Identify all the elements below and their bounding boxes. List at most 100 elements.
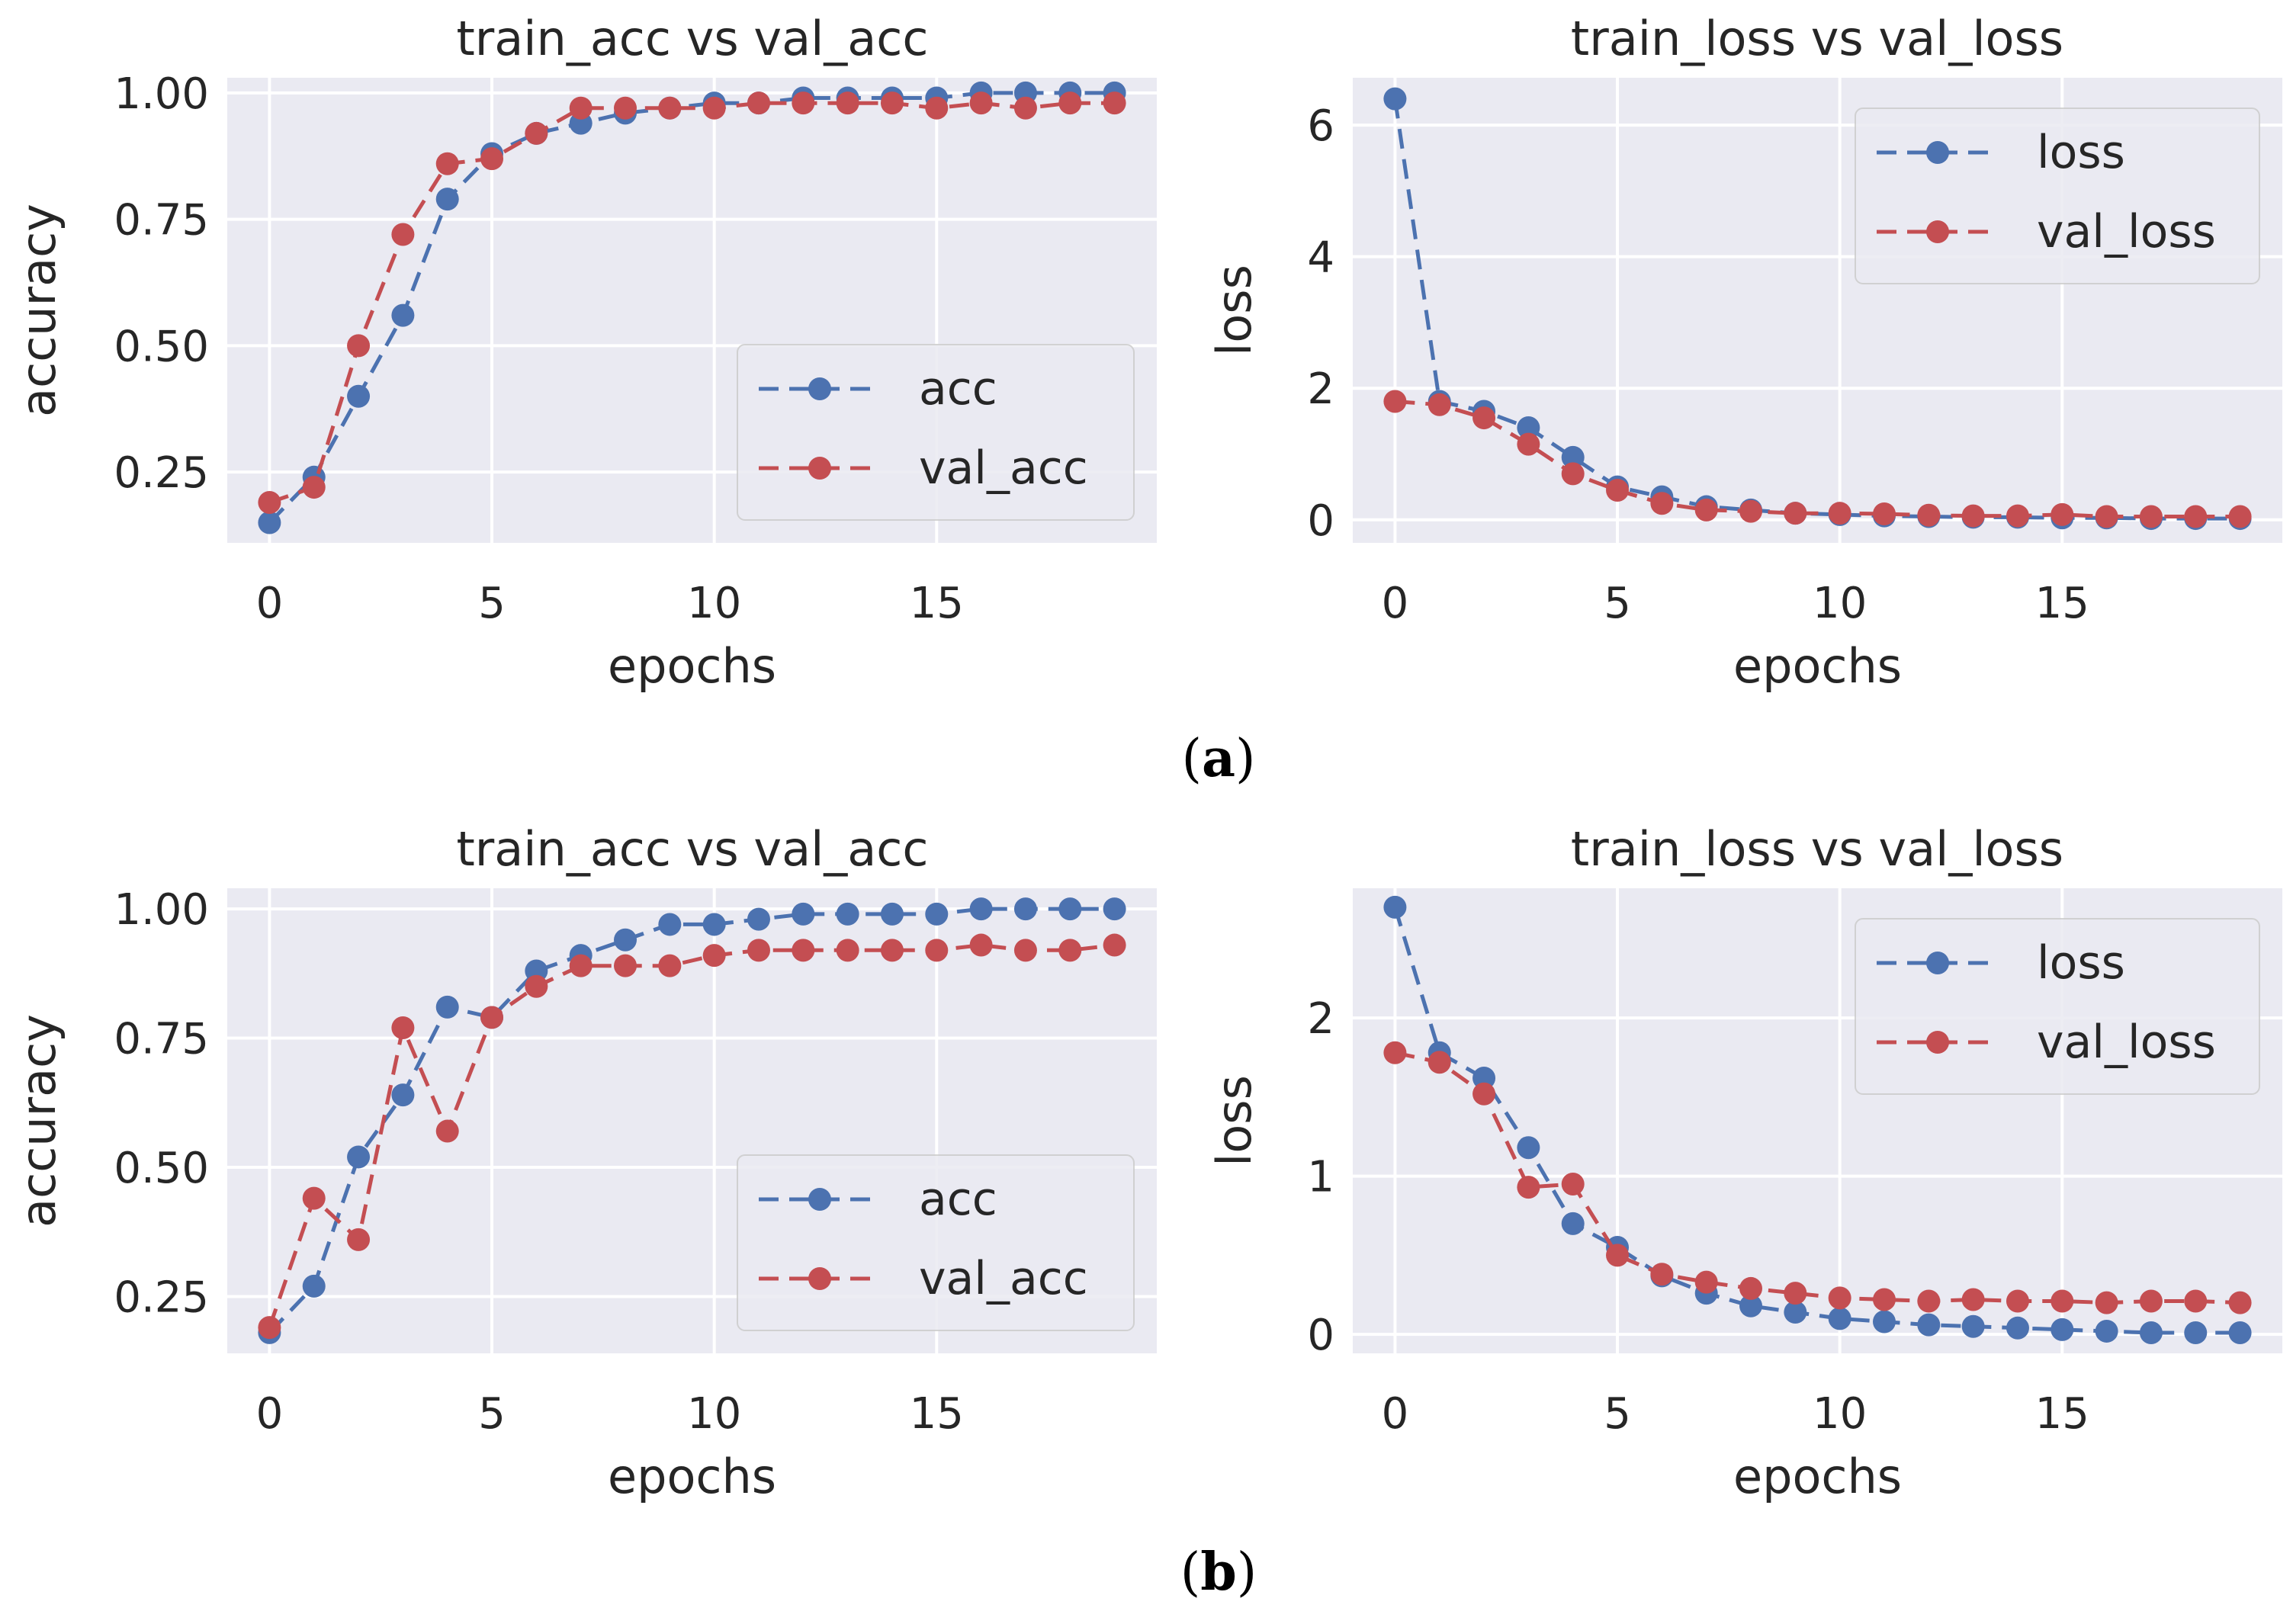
y-axis-label: accuracy [11,204,66,417]
y-tick-label: 0.75 [114,1015,209,1064]
data-point-val_acc [702,96,726,120]
data-point-loss [1561,1212,1585,1235]
data-point-loss [1517,1136,1540,1160]
data-point-val_loss [1517,1176,1540,1199]
data-point-loss [2139,1321,2163,1345]
y-axis-label: accuracy [11,1014,66,1228]
data-point-val_loss [1961,1288,1985,1311]
x-tick-label: 10 [1813,1389,1867,1439]
data-point-val_loss [2051,502,2074,526]
data-point-acc [1103,897,1126,921]
data-point-val_acc [747,91,770,115]
data-point-acc [1058,897,1082,921]
series-line-val_acc [268,101,1115,505]
chart-title: train_loss vs val_loss [1571,821,2063,877]
data-point-val_acc [747,939,770,962]
data-point-acc [1013,897,1037,921]
series-line-val_loss [1395,400,2240,518]
chart-title: train_acc vs val_acc [457,821,929,877]
data-point-val_loss [2095,1291,2118,1314]
data-point-val_acc [302,1186,326,1210]
legend-label-acc: acc [919,1173,997,1226]
data-point-acc [391,1083,415,1107]
data-point-val_loss [1694,1270,1718,1294]
data-point-val_loss [1784,502,1807,525]
y-axis-label: loss [1206,265,1262,356]
data-point-val_acc [969,933,993,957]
x-tick-label: 5 [1604,579,1631,628]
x-tick-label: 0 [1382,1389,1409,1439]
y-tick-label: 0.75 [114,196,209,246]
x-tick-label: 5 [478,579,506,628]
panel-label-a: (a) [1181,728,1255,789]
data-point-loss [1383,895,1407,919]
data-point-loss [2095,1319,2118,1343]
chart-a-acc: 0 5 10 15 0.25 0.50 0.75 1.00 train_acc vs val_a… [11,11,1157,694]
data-point-val_acc [569,954,593,977]
data-point-acc [925,902,949,926]
data-point-val_loss [1872,1288,1896,1311]
x-tick-label: 10 [687,579,741,628]
y-tick-label: 4 [1307,233,1334,283]
x-tick-label: 10 [687,1389,741,1439]
y-tick-label: 0 [1307,1311,1334,1360]
x-axis-label: epochs [1733,1449,1902,1504]
x-tick-label: 10 [1813,579,1867,628]
data-point-val_loss [1606,1244,1630,1267]
x-tick-label: 5 [1604,1389,1631,1439]
chart-title: train_acc vs val_acc [457,11,929,66]
data-point-val_loss [2228,1291,2252,1314]
data-point-acc [435,188,459,211]
legend-label-val_acc: val_acc [919,1252,1088,1305]
data-point-loss [1872,1310,1896,1334]
data-point-acc [792,902,815,926]
panel-label-b: (b) [1180,1542,1257,1603]
data-point-val_acc [435,1119,459,1143]
data-point-val_acc [658,96,682,120]
data-point-val_acc [435,152,459,175]
legend: loss val_loss [1855,108,2260,284]
data-point-val_loss [1961,504,1985,528]
legend-marker-val_loss [1926,1031,1949,1054]
data-point-val_acc [1058,91,1082,115]
data-point-loss [1383,87,1407,111]
data-point-val_loss [1472,406,1496,430]
data-point-val_acc [1013,96,1037,120]
x-axis-label: epochs [608,638,776,694]
y-tick-label: 0.50 [114,322,209,371]
x-tick-label: 5 [478,1389,506,1439]
data-point-val_acc [925,939,949,962]
data-point-loss [2184,1321,2208,1345]
data-point-val_loss [1650,492,1674,515]
data-point-val_loss [1917,1289,1941,1313]
data-point-val_loss [1828,502,1851,525]
data-point-loss [2006,1316,2029,1340]
data-point-val_loss [1561,462,1585,486]
chart-title: train_loss vs val_loss [1571,11,2063,66]
x-tick-label: 0 [1382,579,1409,628]
data-point-val_loss [2095,505,2118,528]
data-point-loss [1739,1294,1763,1317]
legend-label-val_acc: val_acc [919,441,1088,495]
data-point-acc [836,902,859,926]
data-point-acc [969,897,993,921]
data-point-val_loss [2006,1289,2029,1313]
data-point-val_acc [880,939,904,962]
data-point-val_loss [2051,1289,2074,1313]
y-tick-label: 2 [1307,364,1334,414]
legend-label-acc: acc [919,362,997,416]
data-point-val_loss [1383,390,1407,413]
data-point-acc [258,511,281,534]
data-point-val_acc [836,91,859,115]
data-point-val_acc [302,476,326,499]
chart-b-acc: 0 5 10 15 0.25 0.50 0.75 1.00 train_acc vs val_a… [11,821,1157,1504]
data-point-val_loss [1694,498,1718,522]
legend-label-loss: loss [2037,936,2125,990]
x-axis-label: epochs [608,1449,776,1504]
data-point-val_acc [391,1016,415,1039]
data-point-acc [435,995,459,1019]
legend-marker-val_acc [808,1267,831,1290]
data-point-acc [347,1145,371,1169]
